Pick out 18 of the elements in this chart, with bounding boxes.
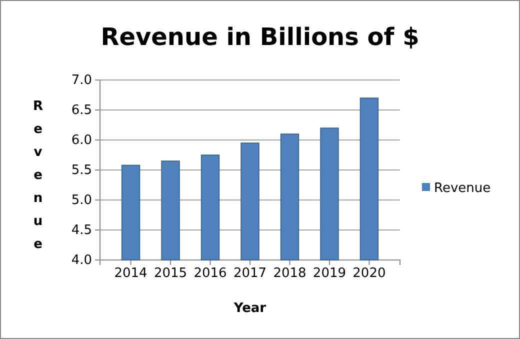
y-tick-label: 5.0 [71,193,92,208]
chart-title: Revenue in Billions of $ [100,23,420,51]
x-tick-label: 2018 [273,266,306,282]
x-tick-label: 2019 [312,266,346,282]
y-tick-label: 6.5 [71,103,92,118]
y-tick-label: 6.0 [71,133,92,148]
x-tick-label: 2016 [194,266,227,282]
y-tick-label: 7.0 [71,73,92,88]
y-tick-label: 4.0 [71,253,92,268]
x-tick-label: 2020 [352,266,386,282]
legend-label: Revenue [434,181,491,196]
y-tick-label: 5.5 [71,163,92,178]
x-tick-label: 2017 [233,266,267,282]
x-tick-label: 2015 [154,266,188,282]
x-tick-label: 2014 [114,266,148,282]
x-axis-title: Year [232,301,267,316]
y-axis-title: Revenue [32,99,44,252]
y-tick-label: 4.5 [71,223,92,238]
